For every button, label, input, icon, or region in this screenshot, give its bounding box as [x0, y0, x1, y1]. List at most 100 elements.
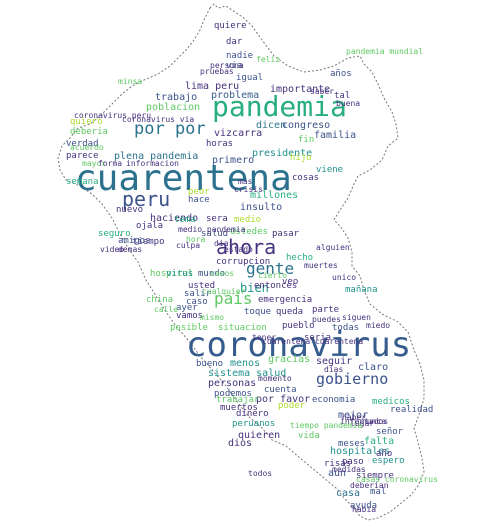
cloud-word: haber: [342, 413, 366, 422]
cloud-word: hecho: [286, 253, 313, 263]
cloud-word: quieren: [238, 430, 280, 441]
cloud-word: feliz: [256, 55, 280, 64]
cloud-word: siguen: [342, 313, 371, 322]
cloud-word: plena pandemia: [114, 151, 198, 162]
words-layer: cuarentena coronavirus pandemia peru aho…: [66, 21, 438, 514]
cloud-word: falta: [364, 436, 394, 447]
cloud-word: peor: [188, 187, 210, 197]
cloud-word: estado: [224, 245, 253, 254]
cloud-word: video: [100, 245, 124, 254]
cloud-word: tiempo pandemia: [290, 421, 362, 430]
cloud-word: hace: [188, 195, 210, 205]
cloud-word: cuenta: [264, 385, 297, 395]
cloud-word: dia: [214, 239, 229, 248]
cloud-word: coronavirus peru: [74, 111, 151, 120]
cloud-word: saber: [310, 87, 334, 96]
cloud-word: haciendo: [150, 213, 198, 224]
cloud-word: acuerdo: [70, 143, 104, 152]
cloud-word: dias: [324, 365, 343, 374]
cloud-word: medicos: [372, 397, 410, 407]
cloud-word: habia: [352, 505, 376, 514]
cloud-word: gente: [246, 259, 294, 278]
cloud-word: mañana: [345, 285, 378, 295]
cloud-word: mas: [238, 177, 253, 186]
cloud-word: seguir: [316, 356, 352, 367]
cloud-word: miedo: [366, 321, 390, 330]
cloud-word: nunca: [362, 417, 386, 426]
cloud-word: paso: [342, 457, 364, 467]
cloud-word: hijo: [290, 153, 312, 163]
cloud-word: por favor: [256, 394, 310, 405]
cloud-word: claro: [358, 362, 388, 373]
cloud-word: dios: [228, 438, 252, 449]
cloud-word: gobierno: [316, 370, 388, 388]
cloud-word: veo: [282, 277, 298, 287]
cloud-word: alguien: [316, 243, 350, 252]
cloud-word: fin: [298, 135, 314, 145]
cloud-word: casas coronavirus: [356, 475, 438, 484]
cloud-word: queda: [276, 307, 303, 317]
cloud-word: hospitales: [330, 446, 390, 457]
cloud-word: quiero: [70, 117, 103, 127]
cloud-word: dinero: [236, 409, 269, 419]
cloud-word: economia: [312, 395, 355, 405]
cloud-word: infectados: [340, 417, 388, 426]
cloud-word: años: [330, 69, 352, 79]
cloud-word: minsa: [118, 77, 142, 86]
cloud-word: parece: [66, 151, 99, 161]
cloud-word: deberia: [70, 127, 108, 137]
cloud-word: nuevo: [116, 205, 143, 215]
cloud-word: cuarentena cuarentena: [262, 337, 363, 346]
cloud-word: mayor: [82, 159, 106, 168]
cloud-word: medidas: [332, 465, 366, 474]
cloud-word: tener: [252, 333, 276, 342]
cloud-word: meses: [338, 439, 365, 449]
cloud-word: coronavirus via: [122, 115, 194, 124]
cloud-word: ayer: [176, 303, 198, 313]
cloud-word: poder: [278, 401, 306, 411]
cloud-word: millones: [250, 190, 298, 201]
cloud-word: cualquier: [202, 287, 246, 296]
cloud-word: importante: [270, 84, 330, 95]
cloud-word: risas: [324, 459, 351, 469]
cloud-word: pandemia mundial: [346, 47, 423, 56]
cloud-word: puedes: [312, 315, 341, 324]
cloud-word: muertos: [220, 403, 258, 413]
cloud-word: tal: [334, 91, 350, 101]
cloud-word: vida: [298, 431, 320, 441]
cloud-word: trabajar: [216, 395, 260, 405]
cloud-word: año: [376, 449, 392, 459]
cloud-word: forma: [98, 159, 122, 168]
cloud-word: igual: [236, 73, 263, 83]
cloud-word: bueno: [196, 359, 223, 369]
cloud-word: todos: [248, 469, 272, 478]
cloud-word: mismo: [200, 313, 224, 322]
peru-map-outline: [57, 3, 425, 521]
cloud-word: todas: [332, 323, 359, 333]
cloud-word: culpa: [176, 241, 200, 250]
cloud-word: aun: [328, 468, 346, 479]
cloud-word: personas: [208, 378, 256, 389]
cloud-word: problema: [211, 90, 259, 101]
cloud-word: pasar: [272, 229, 300, 239]
cloud-word: sera: [206, 214, 228, 224]
cloud-word: demas: [118, 245, 142, 254]
cloud-word: mal: [370, 487, 386, 497]
cloud-word: realidad: [390, 405, 433, 415]
cloud-word: horas: [206, 139, 233, 149]
cloud-word: mejor: [338, 410, 368, 421]
cloud-word: calle: [154, 305, 178, 314]
cloud-word: lugar: [350, 419, 374, 428]
cloud-word: tiempo: [132, 237, 165, 247]
cloud-word: china: [146, 295, 173, 305]
cloud-word: usted: [188, 281, 215, 291]
cloud-word: situacion: [218, 323, 267, 333]
cloud-word: posible: [170, 323, 208, 333]
cloud-word: cosas: [292, 173, 319, 183]
cloud-word: coronavirus: [186, 325, 411, 365]
cloud-word: informacion: [126, 159, 179, 168]
cloud-word: emergencia: [258, 295, 312, 305]
cloud-word: bien: [240, 281, 269, 295]
cloud-word: vamos: [176, 311, 203, 321]
cloud-word: medio pandemia: [178, 225, 246, 234]
